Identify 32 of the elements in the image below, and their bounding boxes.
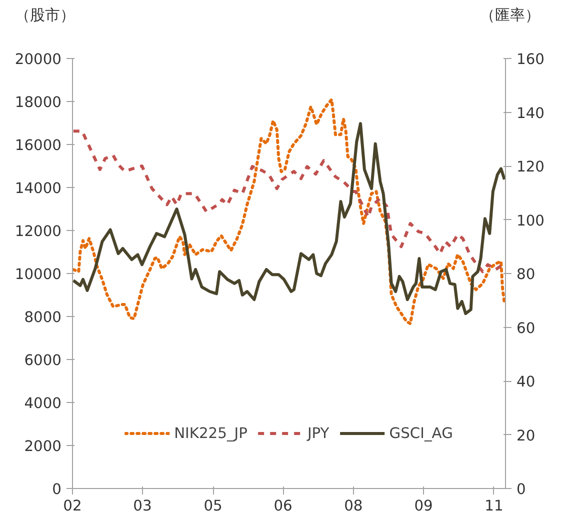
y-tick-label: 6000: [24, 352, 62, 369]
y-tick-label: 12000: [14, 223, 62, 240]
y2-tick-label: 80: [516, 266, 536, 283]
x-tick-label: 08: [344, 498, 363, 514]
y-tick-label: 10000: [14, 266, 62, 283]
legend-label: JPY: [307, 424, 330, 442]
y-tick-label: 2000: [24, 438, 62, 455]
y2-tick-label: 20: [516, 427, 536, 444]
y-tick-label: 4000: [24, 395, 62, 412]
y-tick-label: 16000: [14, 137, 62, 154]
y2-tick-label: 0: [516, 481, 526, 498]
y2-tick-label: 60: [516, 320, 536, 337]
y2-tick-label: 160: [516, 51, 544, 68]
y-tick-label: 8000: [24, 309, 62, 326]
y-tick-label: 14000: [14, 180, 62, 197]
y-tick-label: 0: [52, 481, 62, 498]
x-tick-label: 02: [63, 498, 82, 514]
x-tick-label: 06: [274, 498, 292, 514]
y2-tick-label: 40: [516, 374, 536, 390]
y2-tick-label: 140: [516, 104, 544, 122]
y-tick-label: 20000: [14, 51, 62, 68]
x-tick-label: 11: [484, 498, 504, 514]
y2-tick-label: 100: [516, 212, 544, 230]
x-tick-label: 03: [133, 498, 152, 514]
y2-axis-title: （匯率）: [480, 6, 540, 26]
x-tick-label: 09: [414, 498, 433, 514]
x-tick-label: 05: [204, 498, 222, 514]
y2-tick-label: 120: [516, 158, 544, 176]
y-tick-label: 18000: [14, 94, 62, 111]
legend-label: GSCI_AG: [389, 424, 453, 442]
y-axis-title: （股市）: [15, 6, 75, 26]
legend-label: NIK225_JP: [174, 424, 248, 442]
